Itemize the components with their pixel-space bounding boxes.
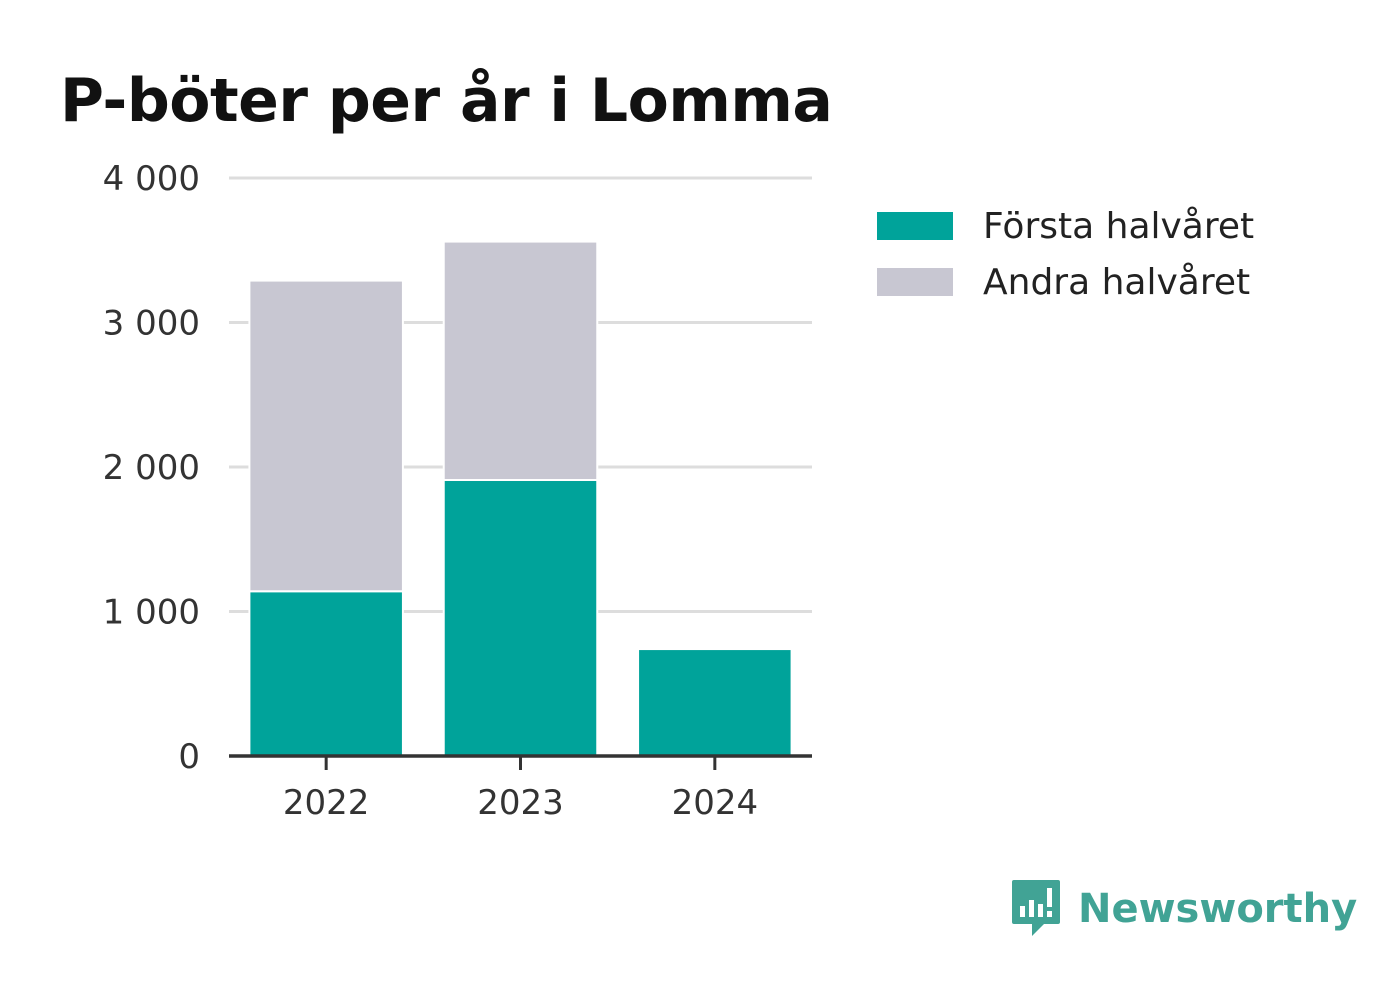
x-tick-label-2022: 2022 [283, 783, 370, 823]
y-tick-label-0: 0 [178, 737, 200, 777]
x-tick-label-2024: 2024 [672, 783, 759, 823]
brand-name: Newsworthy [1078, 886, 1358, 932]
legend-swatch-andra-halvaret [877, 268, 953, 296]
bar-2024-forsta-halvaret [637, 648, 793, 758]
bar-2023-forsta-halvaret [442, 479, 599, 757]
y-tick-label-3000: 3 000 [103, 304, 200, 344]
bars [248, 240, 793, 758]
y-tick-label-4000: 4 000 [103, 159, 200, 199]
legend-label-forsta-halvaret: Första halvåret [983, 205, 1255, 247]
newsworthy-logo-icon [1012, 880, 1060, 936]
legend-swatch-forsta-halvaret [877, 212, 953, 240]
y-tick-label-1000: 1 000 [103, 593, 200, 633]
bar-2023-andra-halvaret [442, 240, 599, 482]
legend-item-forsta-halvaret: Första halvåret [877, 198, 1254, 254]
legend: Första halvåret Andra halvåret [877, 198, 1254, 310]
newsworthy-brand: Newsworthy [1010, 878, 1357, 940]
axes: 0 1 000 2 000 3 000 4 000 2022 2023 2024 [103, 159, 812, 823]
bar-2022-andra-halvaret [248, 279, 404, 593]
chart-title: P-böter per år i Lomma [60, 66, 833, 136]
bar-2022-forsta-halvaret [248, 590, 404, 758]
legend-label-andra-halvaret: Andra halvåret [983, 261, 1251, 303]
legend-item-andra-halvaret: Andra halvåret [877, 254, 1254, 310]
y-tick-label-2000: 2 000 [103, 448, 200, 488]
x-tick-label-2023: 2023 [477, 783, 564, 823]
